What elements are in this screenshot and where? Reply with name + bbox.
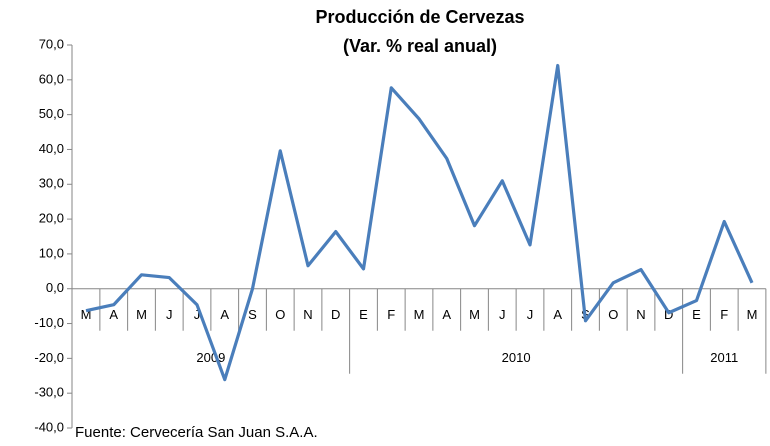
x-tick-label: M xyxy=(136,307,147,322)
y-tick-label: -30,0 xyxy=(34,385,64,400)
x-tick-label: A xyxy=(553,307,562,322)
x-tick-label: M xyxy=(81,307,92,322)
chart-subtitle: (Var. % real anual) xyxy=(343,36,497,56)
x-tick-label: E xyxy=(359,307,368,322)
x-group-label: 2010 xyxy=(502,350,531,365)
y-tick-label: 40,0 xyxy=(39,141,64,156)
x-tick-label: J xyxy=(194,307,201,322)
chart-title: Producción de Cervezas xyxy=(315,7,524,27)
x-tick-label: M xyxy=(747,307,758,322)
x-tick-label: O xyxy=(608,307,618,322)
source-note: Fuente: Cervecería San Juan S.A.A. xyxy=(75,424,318,441)
x-tick-label: A xyxy=(442,307,451,322)
x-tick-label: N xyxy=(303,307,312,322)
x-tick-label: M xyxy=(469,307,480,322)
x-group-label: 2011 xyxy=(710,350,738,365)
y-tick-label: -40,0 xyxy=(34,419,64,434)
x-tick-label: A xyxy=(109,307,118,322)
y-tick-label: -10,0 xyxy=(34,315,64,330)
x-tick-label: F xyxy=(720,307,728,322)
x-group-label: 2009 xyxy=(196,350,225,365)
x-tick-label: E xyxy=(692,307,701,322)
series-line xyxy=(85,63,754,382)
x-tick-label: D xyxy=(664,307,673,322)
x-tick-label: A xyxy=(220,307,229,322)
x-tick-label: S xyxy=(248,307,257,322)
y-tick-label: 10,0 xyxy=(39,245,64,260)
x-tick-label: J xyxy=(499,307,506,322)
x-tick-label: N xyxy=(636,307,645,322)
x-tick-label: O xyxy=(275,307,285,322)
y-tick-label: 70,0 xyxy=(39,36,64,51)
y-tick-label: 60,0 xyxy=(39,71,64,86)
y-tick-label: 0,0 xyxy=(46,280,64,295)
y-tick-label: -20,0 xyxy=(34,350,64,365)
x-tick-label: F xyxy=(387,307,395,322)
x-tick-label: J xyxy=(166,307,173,322)
y-tick-label: 50,0 xyxy=(39,106,64,121)
y-tick-label: 20,0 xyxy=(39,211,64,226)
x-tick-label: M xyxy=(414,307,425,322)
x-tick-label: D xyxy=(331,307,340,322)
y-tick-label: 30,0 xyxy=(39,176,64,191)
x-tick-label: J xyxy=(527,307,534,322)
